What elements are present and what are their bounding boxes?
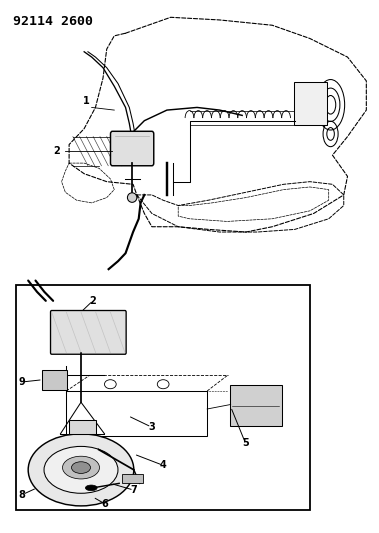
Ellipse shape <box>28 434 134 506</box>
Text: 6: 6 <box>101 499 108 508</box>
Text: 8: 8 <box>19 490 26 499</box>
Bar <box>122 474 143 483</box>
Text: 2: 2 <box>53 146 60 156</box>
Ellipse shape <box>63 456 99 479</box>
FancyBboxPatch shape <box>294 82 327 125</box>
Bar <box>16 285 310 511</box>
FancyBboxPatch shape <box>50 311 126 354</box>
Text: 5: 5 <box>242 438 249 448</box>
Ellipse shape <box>85 485 97 491</box>
FancyBboxPatch shape <box>230 385 282 426</box>
Text: 7: 7 <box>130 485 137 495</box>
Ellipse shape <box>127 193 137 203</box>
Ellipse shape <box>44 447 118 493</box>
Ellipse shape <box>72 462 91 473</box>
Text: 92114 2600: 92114 2600 <box>13 14 93 28</box>
Text: 4: 4 <box>160 461 166 470</box>
Text: 2: 2 <box>89 296 96 306</box>
Bar <box>66 391 207 436</box>
FancyBboxPatch shape <box>42 369 67 390</box>
Bar <box>69 420 96 434</box>
Text: 1: 1 <box>83 96 89 107</box>
Text: 9: 9 <box>19 377 26 387</box>
FancyBboxPatch shape <box>111 131 154 166</box>
Text: 3: 3 <box>148 422 155 432</box>
